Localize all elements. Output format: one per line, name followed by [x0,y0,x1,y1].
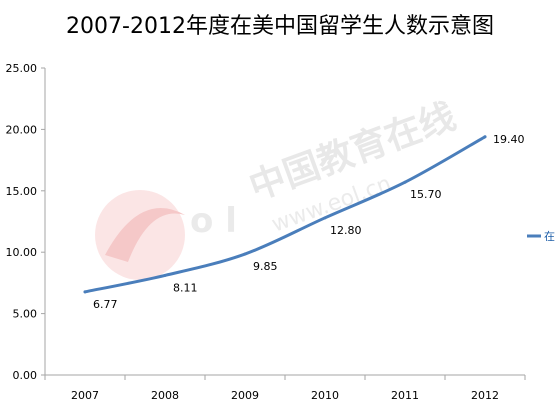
x-tick-label: 2012 [471,389,499,402]
y-tick-label: 5.00 [13,308,38,321]
chart-ticks: 0.00 5.00 10.00 15.00 20.00 25.00 2007 2008 2009… [6,62,526,402]
chart-data-labels: 6.77 8.11 9.85 12.80 15.70 19.40 [93,133,525,311]
x-tick-label: 2007 [71,389,99,402]
legend-label: 在 [544,230,555,243]
chart-series [83,135,487,294]
x-tick-label: 2009 [231,389,259,402]
y-tick-label: 15.00 [6,185,38,198]
data-label: 6.77 [93,298,118,311]
x-tick-label: 2008 [151,389,179,402]
data-point [403,180,407,184]
x-tick-label: 2010 [311,389,339,402]
data-label: 9.85 [253,260,278,273]
data-point [163,273,167,277]
y-tick-label: 25.00 [6,62,38,75]
data-point [83,290,87,294]
data-point [243,252,247,256]
chart-legend: 在 [527,230,555,243]
chart-title: 2007-2012年度在美中国留学生人数示意图 [66,14,494,39]
data-label: 15.70 [410,188,442,201]
watermark-logo-mark: o l [190,201,237,241]
data-label: 19.40 [493,133,525,146]
data-label: 12.80 [330,224,362,237]
data-point [323,216,327,220]
watermark-logo: o l [95,190,237,280]
y-tick-label: 10.00 [6,246,38,259]
series-line [83,135,487,294]
y-tick-label: 0.00 [13,369,38,382]
data-label: 8.11 [173,281,198,294]
x-tick-label: 2011 [391,389,419,402]
data-point [483,135,487,139]
y-tick-label: 20.00 [6,123,38,136]
